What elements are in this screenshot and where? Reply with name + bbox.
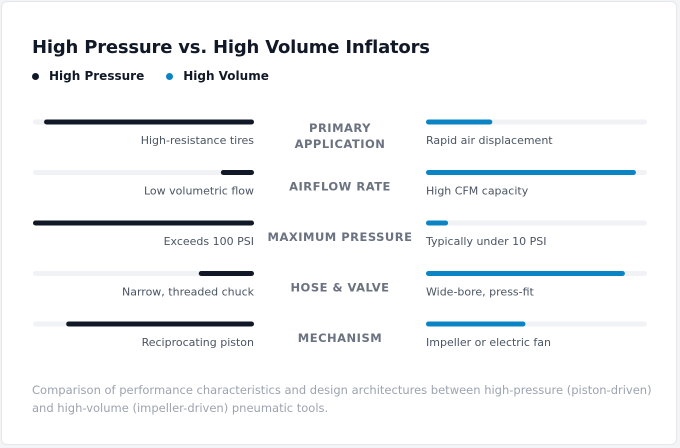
category-label: MAXIMUM PRESSURE [268,230,413,244]
legend-label-high-volume: High Volume [183,69,269,83]
bar-high-pressure [44,119,254,125]
chart-title: High Pressure vs. High Volume Inflators [32,37,430,58]
legend-item-high-pressure: High Pressure [32,69,144,83]
annotation-high-pressure: High-resistance tires [141,134,255,147]
annotation-high-pressure: Low volumetric flow [144,185,254,198]
track-high-pressure [33,271,254,276]
track-high-volume [426,220,647,226]
annotation-high-pressure: Exceeds 100 PSI [164,235,254,248]
legend-label-high-pressure: High Pressure [49,69,145,83]
category-label: AIRFLOW RATE [289,180,391,194]
bar-high-volume [426,271,625,276]
annotation-high-volume: Typically under 10 PSI [425,235,547,248]
annotation-high-volume: Wide-bore, press-fit [426,286,535,299]
annotation-high-pressure: Narrow, threaded chuck [122,286,255,299]
bar-high-volume [426,220,449,226]
category-label: PRIMARY [309,121,371,135]
bar-high-volume [426,119,493,125]
bar-high-volume [426,170,636,175]
annotation-high-pressure: Reciprocating piston [142,336,254,349]
legend-item-high-volume: High Volume [166,69,269,83]
category-label: MECHANISM [298,331,382,345]
legend-dot-high-pressure [32,72,39,80]
annotation-high-volume: Rapid air displacement [426,134,553,147]
legend-dot-high-volume [166,72,174,80]
bar-high-pressure [66,321,255,327]
bar-high-pressure [33,220,254,226]
chart-footnote: Comparison of performance characteristic… [32,383,652,415]
bar-high-volume [426,321,526,327]
legend: High Pressure High Volume [32,69,291,83]
category-label: APPLICATION [295,137,386,151]
bar-high-pressure [198,271,254,276]
annotation-high-volume: High CFM capacity [426,185,529,198]
category-label: HOSE & VALVE [290,281,389,295]
annotation-high-volume: Impeller or electric fan [426,336,551,349]
bar-high-pressure [220,170,254,175]
track-high-pressure [33,170,254,175]
